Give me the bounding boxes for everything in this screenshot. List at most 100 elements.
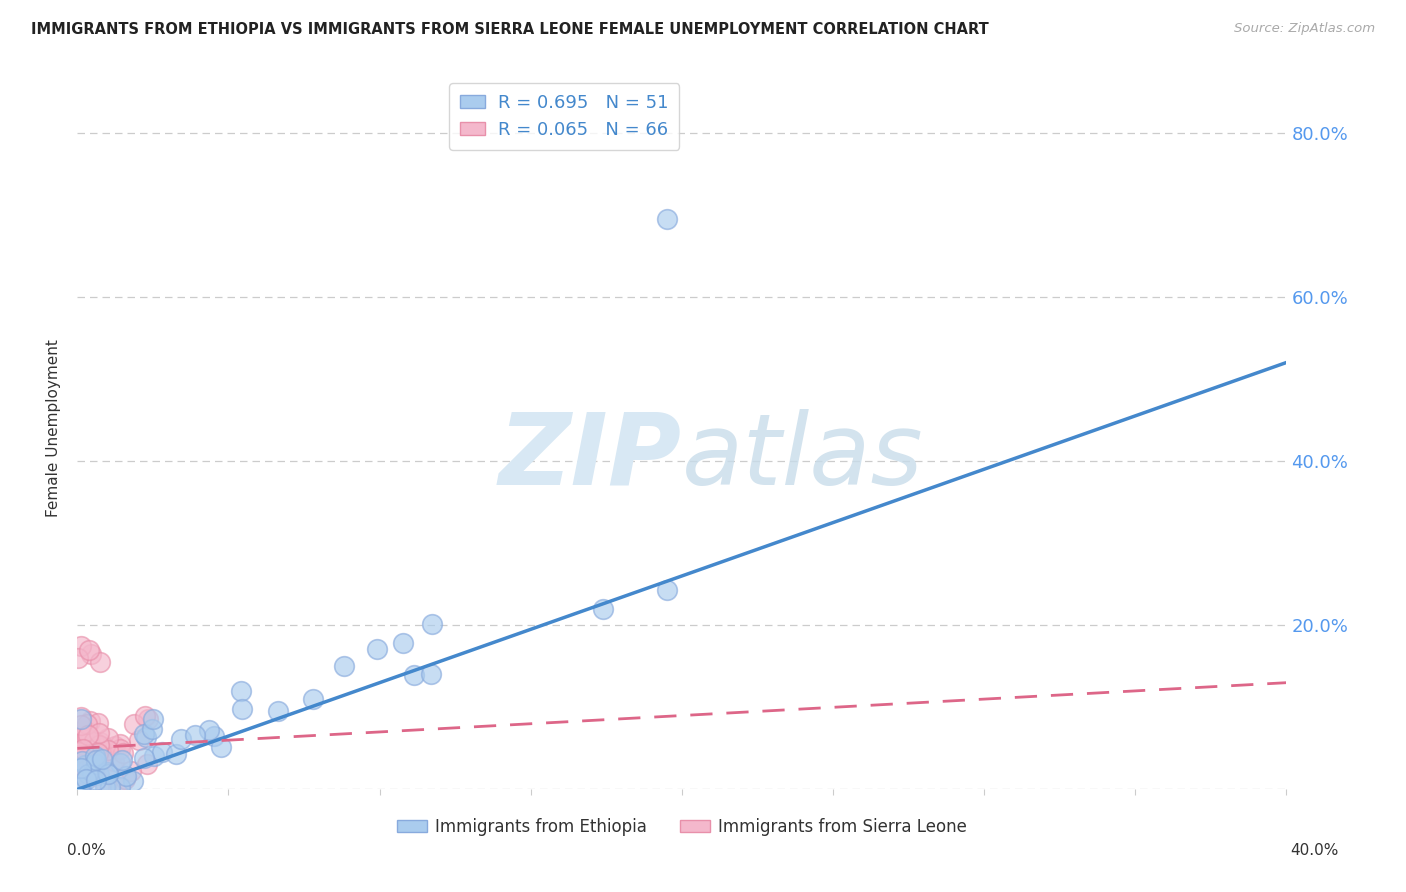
Point <box>141 723 163 737</box>
Point <box>86 757 108 772</box>
Point <box>86 746 108 760</box>
Point <box>69 639 91 653</box>
Point <box>76 772 98 786</box>
Point <box>83 767 105 781</box>
Point <box>104 739 127 754</box>
Point <box>655 583 678 598</box>
Point <box>209 740 232 755</box>
Point <box>72 742 94 756</box>
Point <box>420 617 443 632</box>
Point <box>391 636 413 650</box>
Point <box>366 642 388 657</box>
Point <box>302 692 325 706</box>
Point <box>73 728 96 742</box>
Point <box>122 774 145 789</box>
Point <box>80 647 103 661</box>
Point <box>70 718 93 732</box>
Point <box>84 756 107 771</box>
Point <box>82 754 104 768</box>
Point <box>91 751 114 765</box>
Point <box>67 732 90 747</box>
Point <box>110 780 132 794</box>
Point <box>202 729 225 743</box>
Point <box>97 767 120 781</box>
Point <box>77 755 100 769</box>
Point <box>132 727 155 741</box>
Point <box>79 714 101 729</box>
Point <box>89 750 111 764</box>
Point <box>70 747 93 762</box>
Point <box>122 716 145 731</box>
Point <box>142 749 165 764</box>
Point <box>134 709 156 723</box>
Point <box>80 744 103 758</box>
Point <box>136 712 159 726</box>
Point <box>73 749 96 764</box>
Point <box>136 757 159 772</box>
Text: 0.0%: 0.0% <box>67 843 107 858</box>
Legend: Immigrants from Ethiopia, Immigrants from Sierra Leone: Immigrants from Ethiopia, Immigrants fro… <box>389 811 974 843</box>
Point <box>84 753 107 767</box>
Point <box>89 734 111 748</box>
Point <box>69 710 91 724</box>
Text: 40.0%: 40.0% <box>1291 843 1339 858</box>
Point <box>77 728 100 742</box>
Point <box>100 758 122 772</box>
Point <box>96 778 118 792</box>
Point <box>108 737 131 751</box>
Point <box>132 751 155 765</box>
Point <box>83 733 105 747</box>
Point <box>655 211 678 226</box>
Point <box>75 772 97 786</box>
Point <box>120 764 142 778</box>
Point <box>87 739 110 753</box>
Point <box>111 753 134 767</box>
Point <box>592 602 614 616</box>
Point <box>103 755 125 769</box>
Point <box>231 702 253 716</box>
Point <box>87 725 110 739</box>
Point <box>87 716 110 731</box>
Point <box>72 754 94 768</box>
Point <box>93 740 115 755</box>
Point <box>165 747 187 761</box>
Point <box>87 768 110 782</box>
Point <box>66 762 89 776</box>
Point <box>66 758 89 772</box>
Point <box>69 725 91 739</box>
Point <box>84 749 107 764</box>
Point <box>66 651 89 665</box>
Point <box>108 756 131 771</box>
Text: IMMIGRANTS FROM ETHIOPIA VS IMMIGRANTS FROM SIERRA LEONE FEMALE UNEMPLOYMENT COR: IMMIGRANTS FROM ETHIOPIA VS IMMIGRANTS F… <box>31 22 988 37</box>
Point <box>170 732 193 747</box>
Point <box>82 767 104 781</box>
Text: ZIP: ZIP <box>499 409 682 506</box>
Point <box>98 780 121 794</box>
Point <box>89 655 111 669</box>
Y-axis label: Female Unemployment: Female Unemployment <box>46 339 62 517</box>
Point <box>70 767 93 781</box>
Point <box>82 742 104 756</box>
Point <box>69 780 91 794</box>
Point <box>77 736 100 750</box>
Point <box>231 684 253 698</box>
Point <box>198 723 221 737</box>
Point <box>84 764 107 778</box>
Text: atlas: atlas <box>682 409 924 506</box>
Point <box>75 724 97 739</box>
Point <box>135 730 157 744</box>
Point <box>67 756 90 771</box>
Point <box>84 750 107 764</box>
Point <box>142 712 165 726</box>
Point <box>332 659 354 673</box>
Point <box>76 766 98 780</box>
Point <box>75 758 97 772</box>
Point <box>76 717 98 731</box>
Point <box>97 743 120 757</box>
Point <box>70 764 93 779</box>
Text: Source: ZipAtlas.com: Source: ZipAtlas.com <box>1234 22 1375 36</box>
Point <box>404 668 426 682</box>
Point <box>114 769 136 783</box>
Point <box>83 741 105 756</box>
Point <box>67 745 90 759</box>
